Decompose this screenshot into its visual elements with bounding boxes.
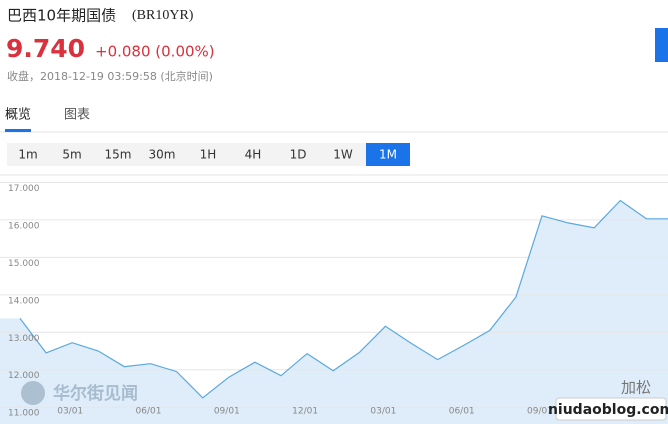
y-tick-label: 11.000 <box>8 409 40 419</box>
y-tick-label: 16.000 <box>8 221 40 231</box>
tab[interactable]: 概览 <box>5 107 31 123</box>
interval-button[interactable]: 15m <box>105 148 132 162</box>
logo-watermark: 华尔街见闻 <box>53 383 138 404</box>
y-tick-label: 15.000 <box>8 259 40 269</box>
x-tick-label: 03/01 <box>57 407 83 417</box>
x-tick-label: 09/01 <box>214 407 240 417</box>
change: +0.080 (0.00%) <box>95 43 215 61</box>
site-watermark: niudaoblog.com <box>548 402 668 418</box>
y-tick-label: 13.000 <box>8 334 40 344</box>
close-info: 收盘，2018-12-19 03:59:58 (北京时间) <box>7 69 213 83</box>
title: 巴西10年期国债 <box>7 7 116 25</box>
interval-bar <box>7 143 410 166</box>
x-tick-label: 06/01 <box>449 407 475 417</box>
tab[interactable]: 图表 <box>64 108 90 123</box>
y-tick-label: 17.000 <box>8 184 40 194</box>
interval-button[interactable]: 5m <box>62 148 81 162</box>
line <box>19 199 668 399</box>
y-tick-label: 12.000 <box>8 371 40 381</box>
x-tick-label: 06/01 <box>136 407 162 417</box>
interval-button[interactable]: 1D <box>290 148 307 162</box>
price: 9.740 <box>6 34 85 63</box>
interval-button[interactable]: 1m <box>18 148 37 162</box>
y-tick-label: 14.000 <box>8 296 40 306</box>
interval-button[interactable]: 1W <box>333 148 353 162</box>
x-tick-label: 12/01 <box>292 407 318 417</box>
interval-button[interactable]: 1H <box>200 148 217 162</box>
tab-underline <box>5 129 31 132</box>
area <box>0 200 668 424</box>
interval-button[interactable]: 30m <box>149 148 176 162</box>
side-button[interactable] <box>655 28 668 62</box>
interval-button[interactable]: 1M <box>379 148 397 162</box>
interval-active <box>366 143 410 166</box>
x-tick-label: 03/01 <box>370 407 396 417</box>
symbol: (BR10YR) <box>132 8 194 23</box>
logo-icon <box>21 381 45 405</box>
x-tick-label: 09/01 <box>527 407 553 417</box>
author-watermark: 加松 <box>621 379 651 397</box>
site-box <box>555 397 667 421</box>
interval-button[interactable]: 4H <box>245 148 262 162</box>
